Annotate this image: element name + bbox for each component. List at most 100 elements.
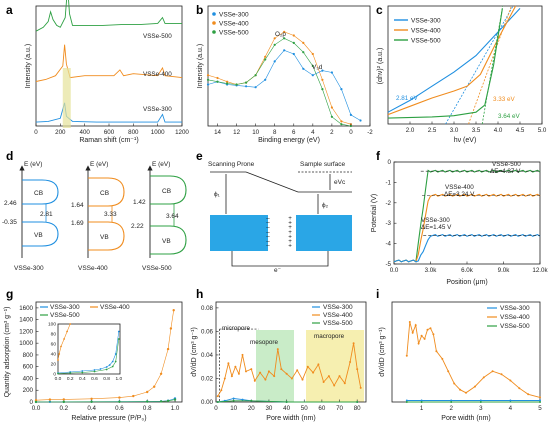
legend-marker-500: [212, 30, 216, 34]
xps-VSSe-300-point-13: [330, 71, 333, 74]
inset-VSSe-400-point-0: [57, 359, 59, 361]
micro-VSSe-300-point-2: [450, 399, 453, 402]
xps-VSSe-400-point-0: [206, 74, 210, 77]
xps-VSSe-500-point-0: [206, 78, 210, 81]
g-ytick-label-3: 600: [23, 364, 34, 371]
micro-VSSe-400-point-20: [509, 379, 512, 382]
minus-charge-6: –: [266, 243, 270, 250]
micro-VSSe-400-point-19: [500, 373, 503, 376]
vb-shape-300: [22, 221, 59, 247]
panel-label-b: b: [196, 3, 203, 17]
micro-VSSe-500-point-4: [539, 401, 541, 403]
micro-VSSe-400-point-23: [539, 396, 541, 399]
psd-VSSe-500-point-1: [232, 399, 235, 402]
panel-i-pores: 1 2 3 4 5 Pore width (nm) dV/dD (cm³ g⁻¹) VS…: [379, 301, 542, 422]
inset-VSSe-400-point-5: [69, 323, 72, 325]
f-ytick-label-4: -4: [385, 241, 391, 248]
xps-VSSe-500-point-14: [340, 123, 343, 126]
panel-a-label-300: VSSe-300: [143, 106, 172, 113]
isotherm-VSSe-500-point-3: [118, 400, 121, 403]
legend-label-500: VSSe-500: [500, 323, 530, 330]
panel-a-ylabel: Intensity (a.u.): [25, 44, 32, 88]
isotherm-VSSe-400-point-4: [118, 396, 121, 399]
xps-VSSe-500-point-4: [245, 81, 248, 84]
kpfm-trace-VSSe-300: [393, 233, 541, 263]
xps-VSSe-400-point-9: [292, 34, 295, 37]
psd-VSSe-400-point-15: [276, 348, 279, 351]
b-xtick-label-5: 4: [311, 129, 315, 136]
isotherm-VSSe-500-point-5: [159, 400, 163, 403]
plus-charge-5: +: [288, 238, 292, 245]
inset-line-VSSe-400: [57, 323, 71, 361]
inset-xtick-label-4: 0.8: [103, 376, 110, 382]
h-xtick-label-6: 60: [318, 405, 325, 412]
h-xtick-label-2: 20: [248, 405, 255, 412]
gap-value-400: 3.33: [104, 211, 117, 218]
psd-VSSe-400-point-6: [237, 372, 240, 375]
inset-VSSe-300-point-7: [111, 360, 114, 363]
psd-VSSe-400-point-19: [296, 369, 299, 372]
inset-xtick-label-3: 0.6: [91, 376, 98, 382]
b-xtick-label-4: 6: [292, 129, 296, 136]
panel-g-plot: [34, 309, 177, 404]
f-ytick-label-2: -2: [385, 200, 391, 207]
h-ytick-label-1: 0.02: [201, 375, 214, 382]
g-ytick-label-8: 1600: [19, 305, 33, 312]
psd-VSSe-400-point-1: [220, 389, 223, 392]
xps-VSSe-400-point-1: [216, 76, 219, 80]
probe-block: [210, 215, 268, 251]
panel-f-kpfm: 0 -1 -2 -3 -4 -5 0.0 3.0k 6.0k 9.0k 12.0k Positio…: [371, 159, 548, 286]
micro-VSSe-400-point-14: [459, 388, 462, 391]
cb-label-300: CB: [34, 190, 43, 197]
h-xtick-label-0: 0: [214, 405, 218, 412]
sample-block: [296, 215, 352, 251]
panel-c-plot: [387, 5, 521, 125]
xps-VSSe-500-point-1: [216, 80, 219, 83]
sample-name-300: VSSe-300: [14, 265, 44, 272]
legend-label-300: VSSe-300: [500, 305, 530, 312]
panel-label-e: e: [196, 149, 203, 163]
cb-value-300: 2.46: [4, 200, 17, 207]
f-ann-500-name: VSSe-500: [492, 161, 521, 168]
psd-VSSe-400-point-20: [301, 378, 304, 381]
i-xtick-label-2: 3: [479, 405, 483, 412]
panel-g-inset-plot: 0 20 40 60 80 100 0.0 0.2 0.4 0.6 0.8 1.0: [48, 322, 122, 383]
xps-VSSe-500-point-7: [273, 43, 276, 46]
isotherm-VSSe-500-point-7: [173, 398, 177, 401]
isotherm-VSSe-500-point-0: [34, 400, 38, 404]
isotherm-VSSe-400-point-0: [34, 399, 38, 402]
panel-a-label-500: VSSe-500: [143, 33, 172, 40]
legend-label-500: VSSe-500: [411, 38, 441, 45]
xps-VSSe-400-point-14: [340, 120, 343, 123]
f-ann-400-delta: ΔE=3.24 V: [444, 191, 475, 198]
g-ytick-label-6: 1200: [19, 328, 33, 335]
c-xtick-label-0: 2.0: [406, 127, 415, 134]
raman-series-VSSe-500: [35, 0, 182, 32]
sample-name-400: VSSe-400: [78, 265, 108, 272]
xps-line-VSSe-400: [207, 31, 351, 125]
inset-VSSe-300-point-6: [108, 364, 111, 366]
bandgap-400: 3.33 eV: [493, 96, 516, 103]
b-xtick-label-3: 8: [273, 129, 277, 136]
bandgap-300: 2.81 eV: [396, 95, 419, 102]
panel-a-xlabel: Raman shift (cm⁻¹): [79, 137, 138, 144]
c-xtick-label-3: 3.5: [472, 127, 481, 134]
panel-label-f: f: [376, 149, 381, 163]
psd-VSSe-400-point-17: [285, 372, 288, 375]
psd-VSSe-400-point-12: [264, 378, 267, 381]
f-xtick-label-0: 0.0: [390, 267, 399, 274]
legend-label-300: VSSe-300: [411, 18, 441, 25]
psd-VSSe-500-point-0: [216, 401, 219, 403]
i-xtick-label-3: 4: [509, 405, 513, 412]
vb-label-300: VB: [34, 232, 43, 239]
raman-highlight-band: [62, 68, 71, 128]
psd-VSSe-400-point-2: [223, 377, 226, 380]
psd-VSSe-400-point-18: [290, 377, 293, 380]
psd-VSSe-300-point-2: [232, 397, 235, 400]
xps-VSSe-300-point-5: [254, 86, 257, 89]
xps-VSSe-500-point-8: [283, 37, 286, 40]
kpfm-trace-VSSe-500: [393, 169, 541, 263]
inset-VSSe-400-point-3: [63, 338, 65, 340]
panel-f-xlabel: Position (μm): [446, 279, 487, 286]
legend-label-300: VSSe-300: [50, 304, 80, 311]
